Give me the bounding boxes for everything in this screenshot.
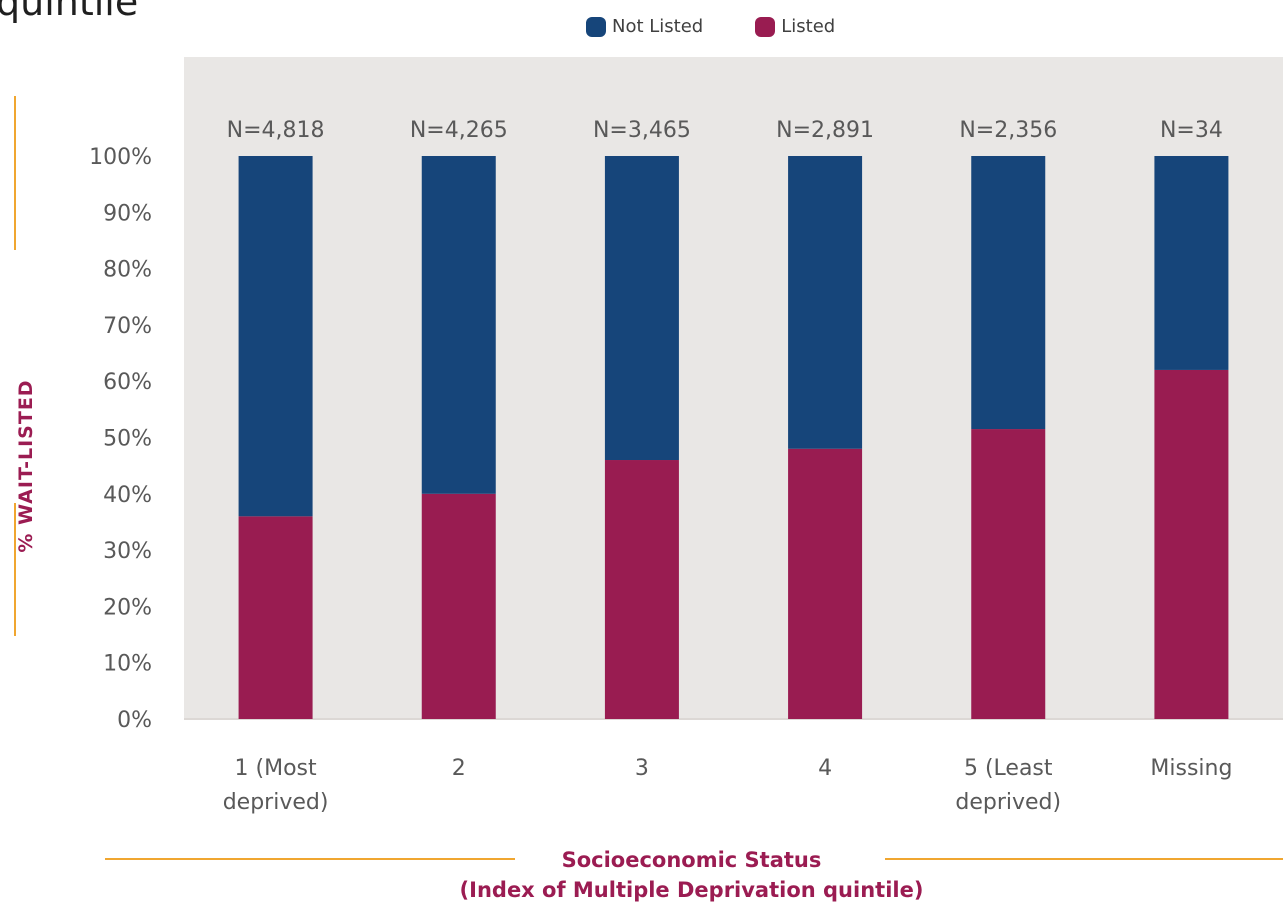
y-axis-label: % WAIT-LISTED: [15, 379, 37, 553]
x-tick-label: deprived): [223, 790, 329, 815]
y-axis-accent-line-top: [14, 96, 16, 250]
n-label: N=2,891: [776, 118, 874, 143]
y-tick-label: 90%: [103, 201, 152, 226]
bar-listed: [421, 493, 496, 719]
bar-not-listed: [421, 156, 496, 494]
legend-label-listed: Listed: [781, 16, 836, 37]
y-tick-label: 80%: [103, 258, 152, 283]
x-tick-label: 1 (Most: [235, 756, 317, 781]
y-tick-label: 50%: [103, 427, 152, 452]
x-tick-label: 5 (Least: [964, 756, 1053, 781]
legend: Not Listed Listed: [586, 16, 835, 37]
x-tick-label: 3: [635, 756, 649, 781]
y-tick-label: 30%: [103, 539, 152, 564]
x-axis-accent-line-right: [885, 858, 1283, 860]
y-tick-label: 0%: [117, 708, 152, 733]
bar-not-listed: [238, 156, 313, 517]
x-tick-label: Missing: [1150, 756, 1232, 781]
legend-swatch-not-listed: [586, 16, 606, 37]
plot-area: [184, 57, 1283, 720]
x-axis-accent-line-left: [105, 858, 515, 860]
y-axis-title: % WAIT-LISTED: [0, 96, 37, 636]
bar-listed: [238, 516, 313, 719]
x-tick-label: 2: [452, 756, 466, 781]
y-tick-label: 100%: [89, 145, 152, 170]
bar-listed: [604, 460, 679, 719]
legend-item-listed: Listed: [755, 16, 835, 37]
bar-listed: [788, 448, 863, 719]
n-label: N=4,818: [227, 118, 325, 143]
x-axis-title: Socioeconomic Status (Index of Multiple …: [100, 845, 1283, 905]
y-axis-accent-line-bottom: [14, 503, 16, 636]
y-tick-label: 20%: [103, 595, 152, 620]
bar-not-listed: [971, 156, 1046, 430]
x-axis-label-line2: (Index of Multiple Deprivation quintile): [459, 878, 924, 902]
bar-not-listed: [604, 156, 679, 461]
y-tick-label: 40%: [103, 483, 152, 508]
legend-item-not-listed: Not Listed: [586, 16, 703, 37]
y-tick-label: 60%: [103, 370, 152, 395]
y-tick-label: 10%: [103, 652, 152, 677]
bar-listed: [1154, 369, 1229, 719]
legend-swatch-listed: [755, 16, 776, 37]
y-tick-label: 70%: [103, 314, 152, 339]
bar-not-listed: [788, 156, 863, 449]
x-tick-label: deprived): [955, 790, 1061, 815]
n-label: N=34: [1160, 118, 1223, 143]
page-title: quintile: [0, 0, 139, 24]
n-label: N=3,465: [593, 118, 691, 143]
n-label: N=2,356: [959, 118, 1057, 143]
x-axis-label-line1: Socioeconomic Status: [561, 848, 822, 872]
legend-label-not-listed: Not Listed: [612, 16, 704, 37]
bar-not-listed: [1154, 156, 1229, 370]
bar-listed: [971, 429, 1046, 719]
x-tick-label: 4: [818, 756, 832, 781]
n-label: N=4,265: [410, 118, 508, 143]
